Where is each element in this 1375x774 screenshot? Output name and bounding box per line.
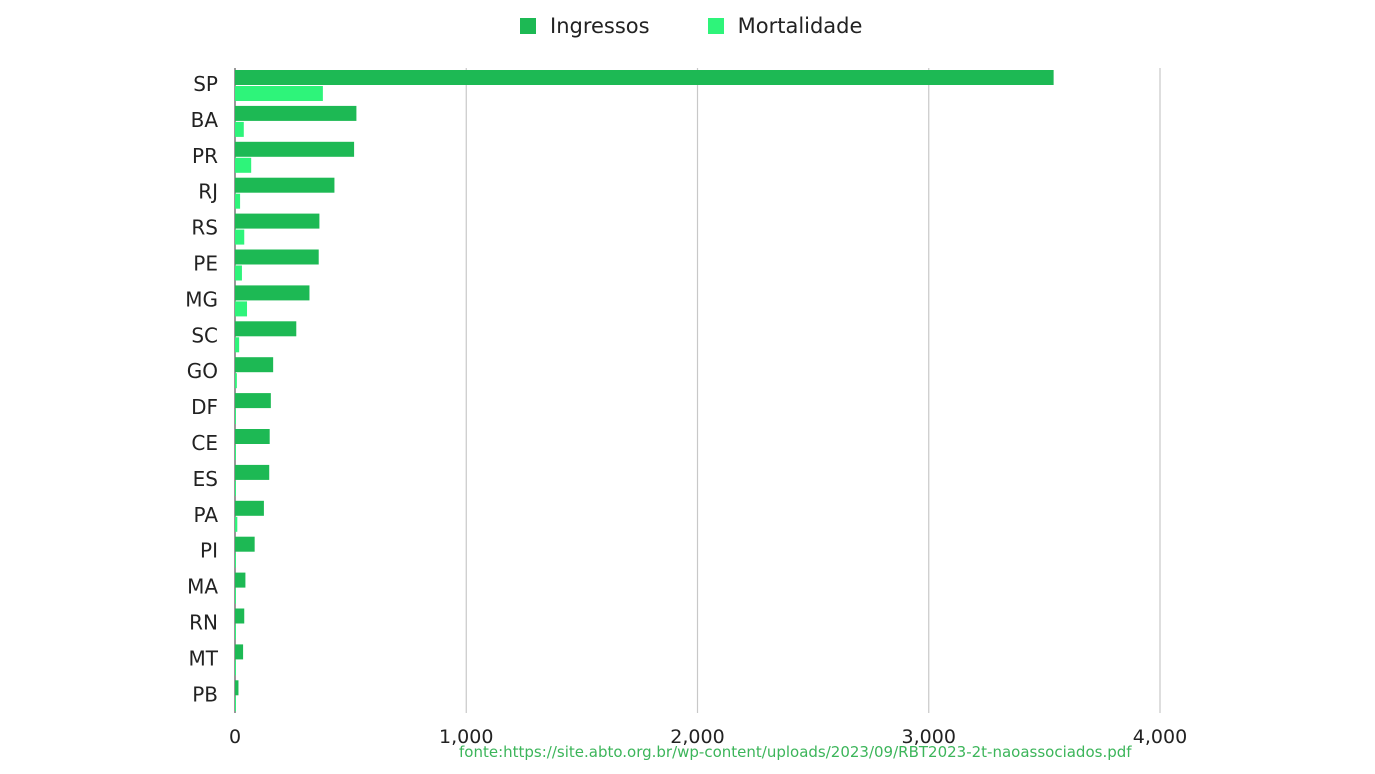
legend-swatch-ingressos bbox=[520, 18, 536, 34]
bar-mortalidade-ma bbox=[235, 588, 236, 604]
category-label-go: GO bbox=[187, 359, 218, 383]
legend-label-mortalidade: Mortalidade bbox=[737, 14, 863, 38]
bar-ingressos-sp bbox=[235, 70, 1054, 85]
x-tick-label-1000: 1,000 bbox=[439, 726, 493, 748]
category-label-es: ES bbox=[193, 467, 218, 491]
category-label-pb: PB bbox=[192, 682, 218, 706]
x-tick-label-2000: 2,000 bbox=[670, 726, 724, 748]
category-label-rs: RS bbox=[191, 216, 218, 240]
legend-swatch-mortalidade bbox=[707, 18, 724, 34]
bar-ingressos-go bbox=[235, 357, 274, 373]
bar-mortalidade-rj bbox=[235, 193, 241, 209]
bar-mortalidade-mt bbox=[235, 660, 236, 676]
bar-mortalidade-sc bbox=[235, 337, 240, 353]
bar-ingressos-rj bbox=[235, 177, 335, 193]
legend-label-ingressos: Ingressos bbox=[550, 14, 650, 38]
category-label-pr: PR bbox=[192, 144, 218, 168]
category-label-ma: MA bbox=[187, 575, 218, 599]
category-label-mt: MT bbox=[189, 646, 219, 670]
bar-ingressos-mt bbox=[235, 644, 244, 660]
category-label-df: DF bbox=[191, 395, 218, 419]
bar-ingressos-pr bbox=[235, 141, 355, 157]
category-label-sc: SC bbox=[191, 323, 218, 347]
bar-mortalidade-pi bbox=[235, 552, 236, 568]
bar-mortalidade-rn bbox=[235, 624, 236, 640]
bar-mortalidade-ba bbox=[235, 121, 244, 137]
legend-item-mortalidade: Mortalidade bbox=[707, 14, 863, 38]
category-label-pi: PI bbox=[200, 539, 218, 563]
bar-ingressos-ce bbox=[235, 429, 270, 444]
bar-mortalidade-pe bbox=[235, 265, 242, 281]
bar-mortalidade-pr bbox=[235, 157, 252, 173]
bar-ingressos-df bbox=[235, 393, 271, 409]
category-label-mg: MG bbox=[185, 287, 218, 311]
category-label-pa: PA bbox=[194, 503, 219, 527]
chart-legend: Ingressos Mortalidade bbox=[520, 14, 920, 38]
category-label-rj: RJ bbox=[198, 180, 218, 204]
bar-ingressos-ma bbox=[235, 572, 246, 588]
bar-ingressos-pb bbox=[235, 680, 239, 696]
bar-ingressos-es bbox=[235, 464, 270, 480]
bar-mortalidade-df bbox=[235, 409, 236, 425]
bar-mortalidade-go bbox=[235, 373, 237, 389]
category-label-rn: RN bbox=[189, 611, 218, 635]
category-label-sp: SP bbox=[193, 72, 218, 96]
bar-ingressos-rs bbox=[235, 213, 320, 229]
bar-mortalidade-sp bbox=[235, 86, 323, 101]
bar-ingressos-pe bbox=[235, 249, 319, 265]
source-citation: fonte:https://site.abto.org.br/wp-conten… bbox=[459, 743, 1132, 761]
bar-mortalidade-mg bbox=[235, 301, 248, 317]
category-label-pe: PE bbox=[193, 252, 218, 276]
bar-ingressos-pa bbox=[235, 500, 264, 516]
bar-mortalidade-rs bbox=[235, 229, 245, 245]
category-label-ba: BA bbox=[191, 108, 219, 132]
x-tick-label-3000: 3,000 bbox=[902, 726, 956, 748]
bar-ingressos-pi bbox=[235, 536, 255, 552]
bar-ingressos-ba bbox=[235, 105, 357, 121]
x-tick-label-4000: 4,000 bbox=[1133, 726, 1187, 748]
bar-mortalidade-es bbox=[235, 480, 236, 496]
bar-mortalidade-ce bbox=[235, 445, 236, 460]
legend-item-ingressos: Ingressos bbox=[520, 14, 650, 38]
category-label-ce: CE bbox=[191, 431, 218, 455]
bar-ingressos-sc bbox=[235, 321, 297, 337]
bar-ingressos-mg bbox=[235, 285, 310, 301]
x-tick-label-0: 0 bbox=[229, 726, 241, 748]
bar-ingressos-rn bbox=[235, 608, 245, 624]
bar-mortalidade-pa bbox=[235, 516, 238, 532]
bar-mortalidade-pb bbox=[235, 696, 236, 712]
